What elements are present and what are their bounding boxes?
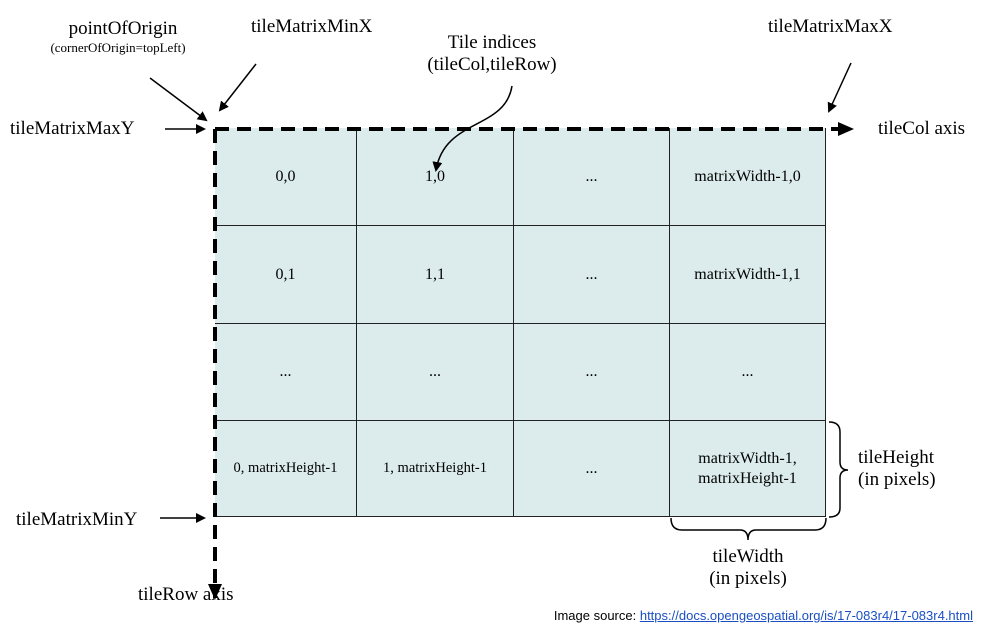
tile-height-brace bbox=[828, 421, 849, 518]
tile-matrix-max-y-label: tileMatrixMaxY bbox=[10, 118, 135, 139]
tile-width-line1: tileWidth bbox=[712, 546, 784, 567]
tile-indices-label: Tile indices (tileCol,tileRow) bbox=[422, 32, 562, 76]
tile-matrix-min-y-label: tileMatrixMinY bbox=[16, 509, 138, 530]
tile-cell: 0,1 bbox=[215, 226, 357, 324]
tile-cell: 0,0 bbox=[215, 128, 357, 226]
tile-cell: ... bbox=[514, 421, 670, 517]
tile-matrix-max-x-label: tileMatrixMaxX bbox=[768, 16, 893, 37]
corner-of-origin-label: (cornerOfOrigin=topLeft) bbox=[50, 40, 186, 55]
tile-width-brace bbox=[670, 517, 827, 541]
tile-height-label: tileHeight (in pixels) bbox=[858, 447, 936, 491]
tile-matrix-min-x-arrow bbox=[218, 63, 257, 112]
tile-cell: 1, matrixHeight-1 bbox=[357, 421, 514, 517]
image-source-caption: Image source: https://docs.opengeospatia… bbox=[554, 608, 973, 623]
tile-cell: ... bbox=[514, 226, 670, 324]
tile-cell: 1,0 bbox=[357, 128, 514, 226]
tile-cell: matrixWidth-1,1 bbox=[670, 226, 826, 324]
tile-width-line2: (in pixels) bbox=[709, 567, 787, 589]
tile-height-line1: tileHeight bbox=[858, 447, 934, 468]
tile-cell: matrixWidth-1,0 bbox=[670, 128, 826, 226]
tile-indices-arrow bbox=[432, 85, 513, 172]
source-link[interactable]: https://docs.opengeospatial.org/is/17-08… bbox=[639, 608, 973, 623]
tile-matrix-min-x-label: tileMatrixMinX bbox=[251, 16, 373, 37]
tile-matrix-grid: 0,0 1,0 ... matrixWidth-1,0 0,1 1,1 ... … bbox=[215, 128, 826, 517]
tile-height-line2: (in pixels) bbox=[858, 468, 936, 490]
tile-cell: 1,1 bbox=[357, 226, 514, 324]
tile-cell: ... bbox=[514, 128, 670, 226]
point-of-origin-label: pointOfOrigin bbox=[68, 18, 178, 39]
point-of-origin-arrow bbox=[149, 77, 208, 122]
tile-width-label: tileWidth (in pixels) bbox=[688, 546, 808, 590]
tile-cell: matrixWidth-1, matrixHeight-1 bbox=[670, 421, 826, 517]
tile-cell: ... bbox=[357, 324, 514, 421]
tile-indices-line1: Tile indices bbox=[447, 32, 537, 53]
tile-cell: ... bbox=[670, 324, 826, 421]
caption-prefix: Image source: bbox=[553, 608, 640, 623]
tile-indices-line2: (tileCol,tileRow) bbox=[427, 53, 557, 75]
tile-matrix-max-x-arrow bbox=[827, 62, 852, 113]
tile-cell: ... bbox=[514, 324, 670, 421]
tile-col-axis-label: tileCol axis bbox=[878, 118, 966, 139]
tile-cell: 0, matrixHeight-1 bbox=[215, 421, 357, 517]
tile-cell: ... bbox=[215, 324, 357, 421]
